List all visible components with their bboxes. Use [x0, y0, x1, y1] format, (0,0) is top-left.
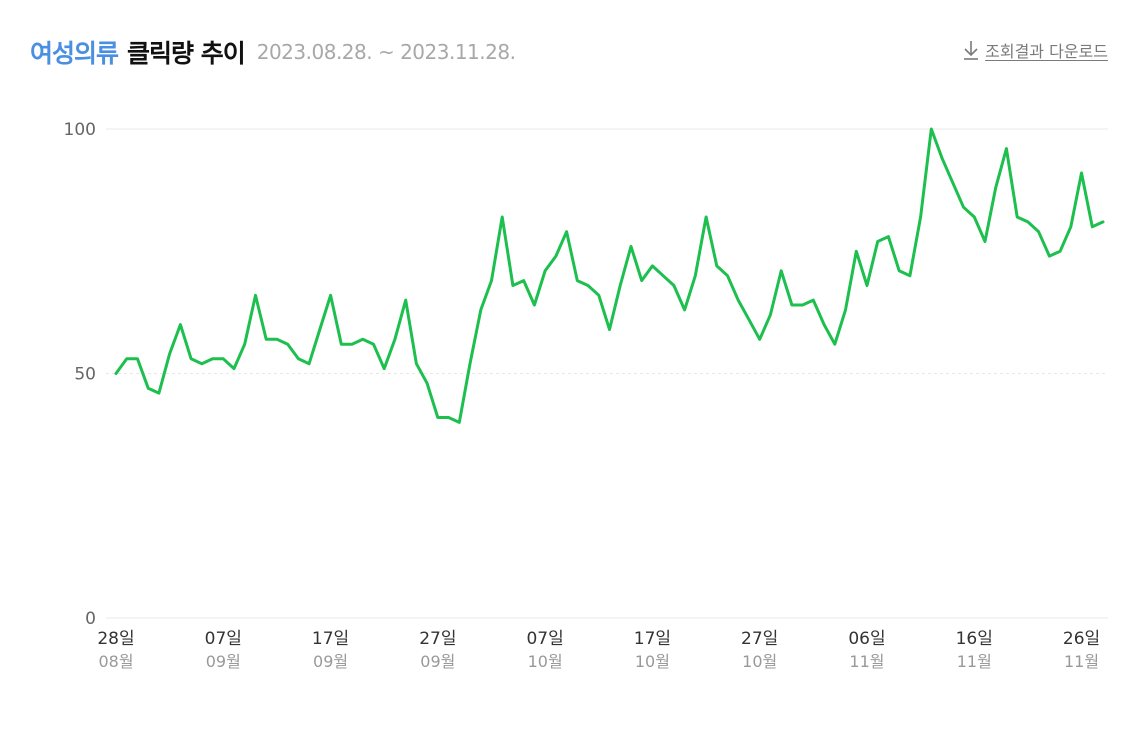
x-tick-day-label: 07일: [526, 629, 563, 649]
grid-layer: [106, 128, 1108, 619]
y-tick-label: 100: [64, 120, 96, 140]
chart-header: 여성의류 클릭량 추이 2023.08.28. ~ 2023.11.28. 조회…: [30, 30, 1108, 74]
x-tick-month-label: 10월: [635, 652, 670, 671]
download-results-link[interactable]: 조회결과 다운로드: [962, 38, 1108, 62]
x-tick-day-label: 27일: [741, 629, 778, 649]
x-tick-day-label: 26일: [1063, 629, 1100, 649]
y-tick-label: 0: [85, 609, 96, 629]
x-tick-month-label: 10월: [742, 652, 777, 671]
x-tick-day-label: 07일: [205, 629, 242, 649]
series-layer: [114, 127, 1105, 424]
x-tick-day-label: 06일: [848, 629, 885, 649]
series-line: [114, 127, 1105, 424]
download-arrow-icon: [964, 41, 979, 60]
y-tick-label: 50: [74, 365, 96, 385]
x-tick-month-label: 09월: [206, 652, 241, 671]
x-tick-month-label: 11월: [957, 652, 992, 671]
x-tick-month-label: 09월: [313, 652, 348, 671]
chart-title: 클릭량 추이: [127, 39, 246, 68]
y-axis: 0 50 100: [64, 120, 96, 629]
x-tick-month-label: 08월: [98, 652, 133, 671]
point-layer: [115, 128, 1105, 424]
x-tick-month-label: 09월: [420, 652, 455, 671]
x-tick-day-label: 16일: [956, 629, 993, 649]
keyword-title: 여성의류: [30, 39, 119, 68]
x-axis: 28일 08월 07일 09월 17일 09월 27일 09월 07일 10월 17일 10월 27일 1…: [97, 629, 1100, 671]
x-tick-day-label: 17일: [312, 629, 349, 649]
x-tick-month-label: 11월: [1064, 652, 1099, 671]
x-tick-day-label: 27일: [419, 629, 456, 649]
x-tick-day-label: 17일: [634, 629, 671, 649]
x-tick-day-label: 28일: [97, 629, 134, 649]
period-label: 2023.08.28. ~ 2023.11.28.: [256, 40, 516, 64]
x-tick-month-label: 10월: [528, 652, 563, 671]
download-label: 조회결과 다운로드: [985, 42, 1108, 61]
x-tick-month-label: 11월: [849, 652, 884, 671]
